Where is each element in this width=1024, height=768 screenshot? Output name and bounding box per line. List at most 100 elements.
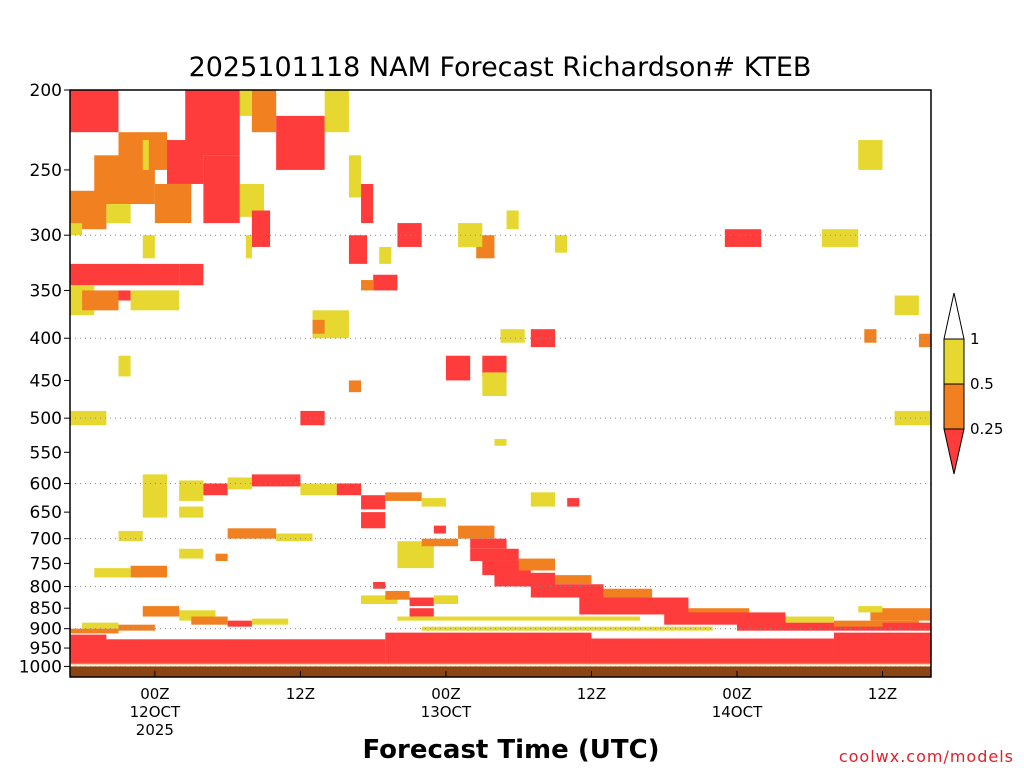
- ri-cell: [70, 628, 119, 634]
- ri-cell: [864, 329, 877, 343]
- ri-cell: [179, 506, 204, 518]
- ri-cell: [918, 333, 931, 348]
- ri-cell: [397, 616, 640, 621]
- ri-cell: [142, 606, 180, 617]
- ri-cell: [276, 115, 325, 170]
- ri-cell: [118, 355, 131, 377]
- ri-cell: [227, 620, 252, 627]
- y-tick-label: 350: [30, 281, 62, 301]
- ri-cell: [361, 495, 386, 510]
- ri-cell: [191, 616, 228, 625]
- ri-cell: [385, 492, 422, 501]
- ri-cell: [579, 597, 689, 615]
- ri-cell: [500, 329, 525, 343]
- ri-cell: [421, 538, 459, 547]
- colorbar-top-arrow: [943, 292, 965, 340]
- ri-cell: [130, 290, 180, 311]
- ri-cell: [530, 329, 556, 348]
- credit-text: coolwx.com/models: [839, 747, 1014, 766]
- ri-cell: [142, 140, 149, 170]
- ri-cell: [118, 530, 143, 542]
- ri-cell: [82, 290, 119, 311]
- y-tick-label: 750: [30, 554, 62, 574]
- ri-cell: [785, 616, 834, 623]
- ri-cell: [167, 140, 204, 184]
- ri-cell: [215, 553, 228, 561]
- ri-cell: [858, 140, 883, 170]
- ri-cell: [821, 229, 859, 247]
- ri-cell: [300, 483, 337, 496]
- chart-title: 2025101118 NAM Forecast Richardson# KTEB: [189, 52, 812, 83]
- ri-cell: [227, 477, 252, 490]
- ri-cell: [361, 280, 374, 291]
- ri-cell: [130, 565, 168, 578]
- ri-cell: [736, 622, 883, 631]
- ri-cell: [833, 632, 931, 667]
- ri-cell: [251, 210, 271, 247]
- ri-cell: [361, 183, 374, 224]
- ri-cell: [373, 274, 398, 291]
- ri-cell: [154, 183, 192, 224]
- ri-cell: [894, 295, 919, 316]
- y-tick-label: 200: [30, 81, 62, 101]
- ri-cell: [70, 90, 119, 133]
- ri-cell: [470, 538, 507, 549]
- ri-cell: [179, 480, 204, 501]
- ri-cell: [445, 355, 471, 381]
- ri-cell: [336, 483, 362, 496]
- colorbar-segment: [943, 383, 965, 430]
- ri-cell: [409, 608, 434, 617]
- ri-cell: [506, 210, 519, 230]
- y-axis: 200 250 300 350 400 450 500 550 600 650 700 750 8008…: [19, 81, 70, 677]
- ri-cell: [94, 568, 131, 578]
- y-tick-label: 300: [30, 226, 62, 246]
- ri-cell: [239, 90, 252, 116]
- ri-cell: [118, 290, 131, 301]
- ri-cell: [70, 263, 180, 286]
- ri-cell: [494, 439, 507, 446]
- ri-cell: [882, 622, 931, 631]
- ri-cell: [397, 223, 422, 247]
- ri-cell: [494, 572, 556, 587]
- ri-cell: [433, 595, 459, 604]
- ri-cell: [276, 533, 313, 542]
- ri-cell: [518, 558, 556, 571]
- ri-cell: [433, 525, 446, 534]
- ri-cell: [409, 597, 434, 607]
- plot-frame: [69, 89, 932, 678]
- ri-cell: [179, 263, 204, 286]
- y-tick-label: 400: [30, 329, 62, 349]
- ri-cell: [482, 355, 507, 377]
- ri-cell: [555, 575, 592, 585]
- x-tick-label: 2025: [136, 721, 174, 739]
- x-tick-label: 12Z: [868, 685, 897, 703]
- ri-cell: [379, 246, 392, 264]
- plot-area: [69, 89, 932, 678]
- ri-cell: [603, 588, 653, 598]
- ri-cell: [530, 492, 556, 507]
- ri-cell: [245, 235, 252, 259]
- x-tick-label: 12Z: [286, 685, 315, 703]
- ri-cell: [251, 90, 277, 133]
- colorbar: 1 0.5 0.25: [943, 292, 1003, 475]
- ri-cell: [251, 474, 301, 487]
- ri-cell: [421, 498, 446, 507]
- ri-cell: [385, 590, 410, 600]
- colorbar-bottom-arrow: [943, 428, 965, 475]
- ri-cell: [688, 608, 750, 615]
- y-tick-label: 550: [30, 443, 62, 463]
- y-tick-label: 800: [30, 577, 62, 597]
- y-tick-label: 250: [30, 161, 62, 181]
- y-tick-label: 500: [30, 409, 62, 429]
- ri-cell: [227, 528, 277, 539]
- ground-band: [70, 666, 931, 677]
- ri-cell: [530, 584, 604, 598]
- x-tick-label: 00Z: [140, 685, 169, 703]
- x-tick-label: 12Z: [577, 685, 606, 703]
- ri-cell: [385, 632, 592, 667]
- ri-cell: [361, 512, 386, 529]
- y-tick-label: 600: [30, 474, 62, 494]
- colorbar-label: 0.25: [970, 420, 1003, 438]
- ri-cell: [724, 229, 762, 247]
